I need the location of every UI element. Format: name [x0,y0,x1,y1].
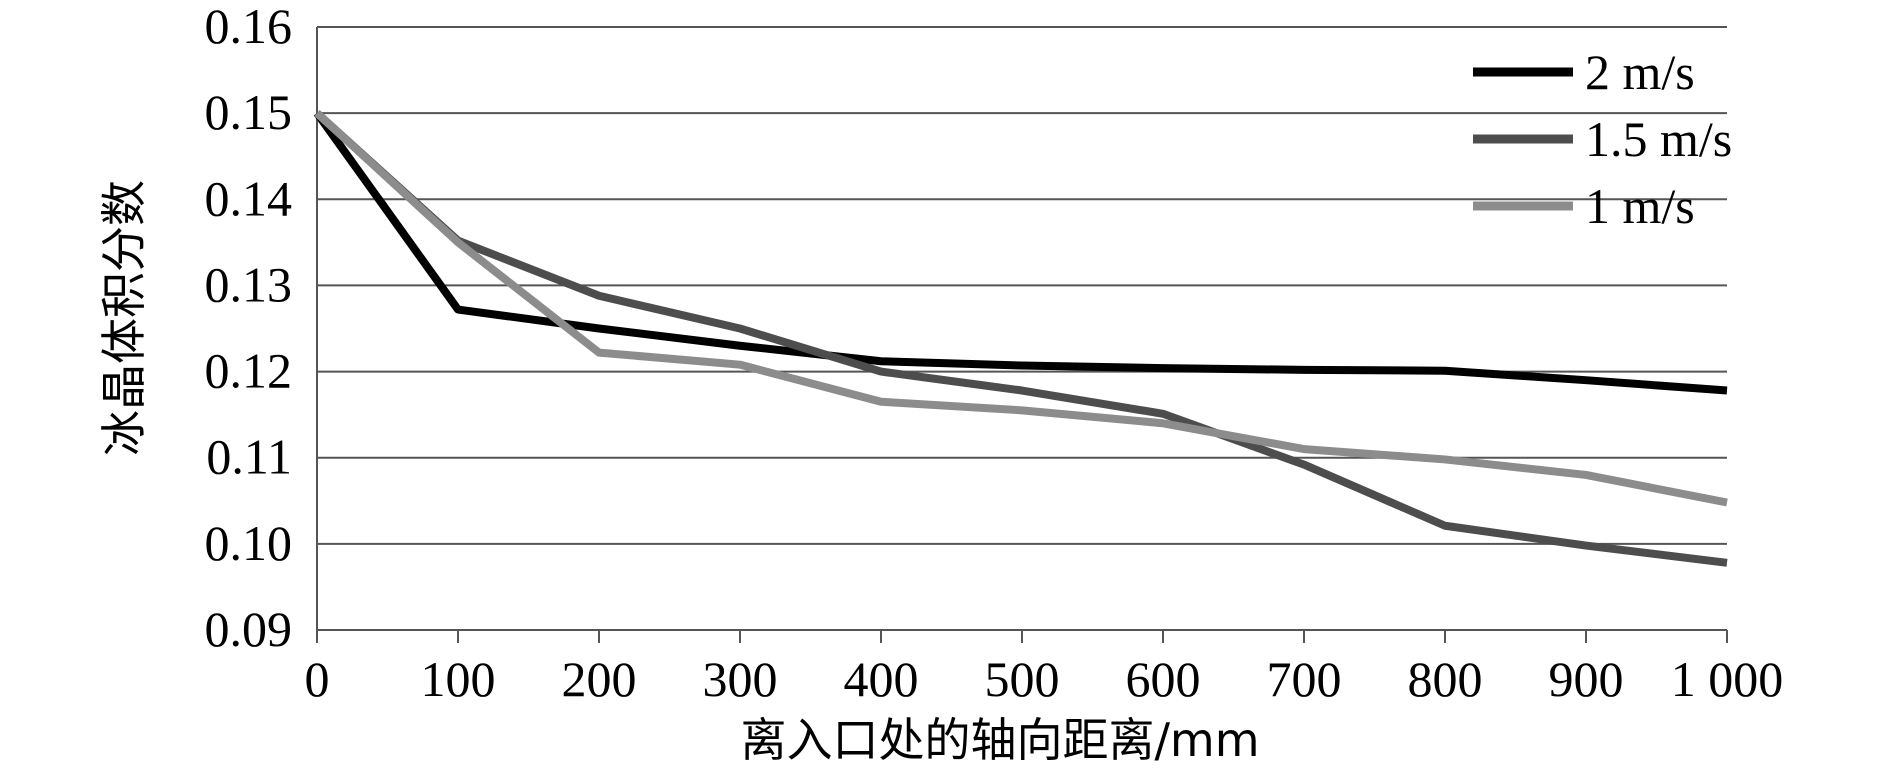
x-tick-label: 1 000 [1671,651,1784,707]
series-line-3 [314,110,1728,507]
y-tick-label: 0.10 [205,515,293,571]
x-tick-label: 300 [703,651,778,707]
x-tick-label: 900 [1549,651,1624,707]
x-axis-title: 离入口处的轴向距离/mm [740,713,1259,767]
y-tick-label: 0.09 [205,601,293,657]
axes [316,27,1728,643]
y-tick-label: 0.13 [205,256,293,312]
x-tick-label: 600 [1126,651,1201,707]
x-tick-label: 400 [844,651,919,707]
legend-label: 2 m/s [1585,44,1695,100]
y-tick-label: 0.11 [206,429,292,485]
y-tick-label: 0.14 [205,170,293,226]
series-lines [313,110,1728,567]
y-tick-label: 0.15 [205,84,293,140]
y-tick-label: 0.16 [205,0,293,54]
x-tick-label: 800 [1408,651,1483,707]
legend: 2 m/s 1.5 m/s 1 m/s [1473,44,1732,234]
x-tick-label: 0 [305,651,330,707]
y-tick-label: 0.12 [205,343,293,399]
series-line-1 [313,110,1728,395]
series-line-2 [314,110,1728,567]
grid-lines [317,26,1727,545]
x-tick-label: 700 [1267,651,1342,707]
legend-label: 1 m/s [1585,178,1695,234]
x-tick-label: 200 [562,651,637,707]
x-tick-label: 100 [421,651,496,707]
x-tick-labels: 0 100 200 300 400 500 600 700 800 900 1 000 [305,651,1784,707]
y-tick-labels: 0.09 0.10 0.11 0.12 0.13 0.14 0.15 0.16 [205,0,293,657]
x-tick-label: 500 [985,651,1060,707]
legend-label: 1.5 m/s [1585,111,1732,167]
y-axis-title: 冰晶体积分数 [97,180,151,456]
